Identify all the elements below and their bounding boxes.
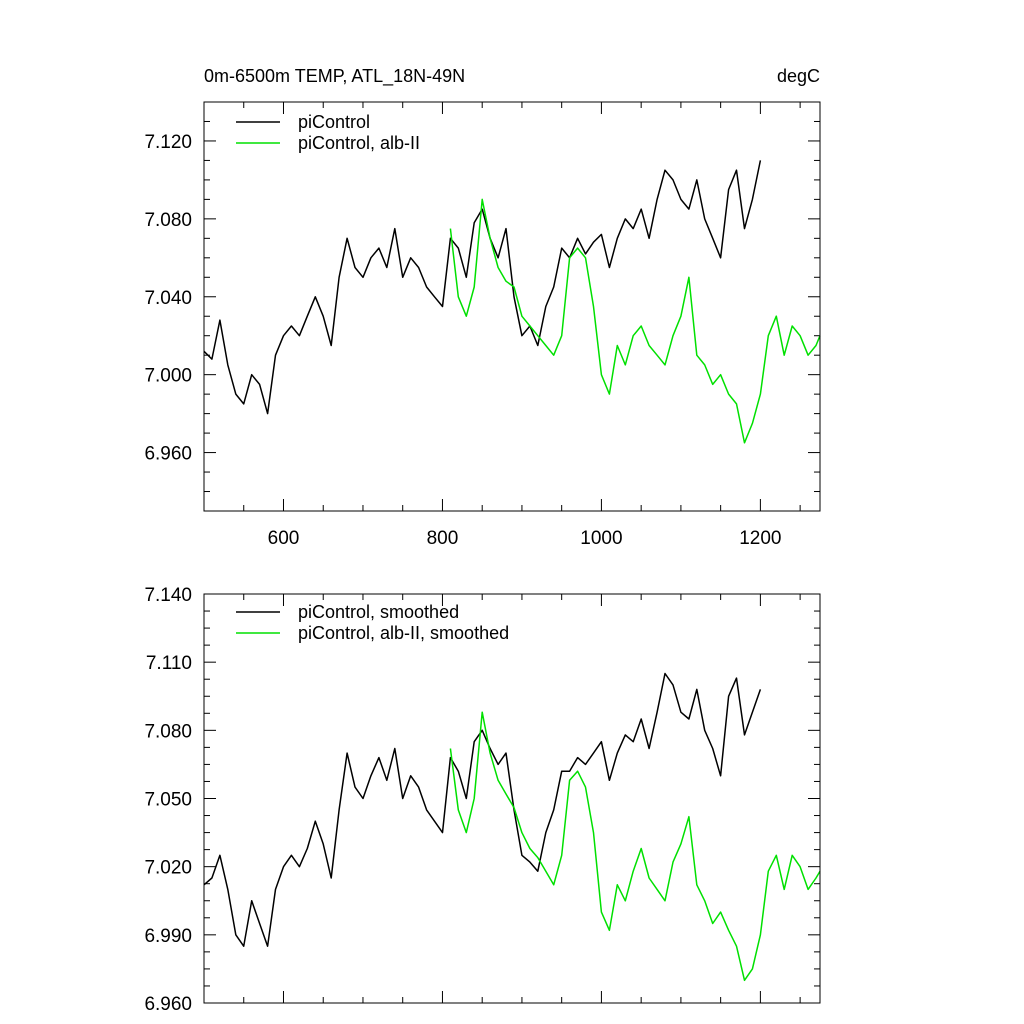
- top-panel: 0m-6500m TEMP, ATL_18N-49N degC 600 800 10…: [144, 66, 821, 549]
- bottom-panel-legend: piControl, smoothed piControl, alb-II, s…: [236, 602, 509, 643]
- y-tick-label: 7.110: [146, 653, 192, 674]
- y-tick-label: 7.050: [144, 790, 192, 811]
- x-tick-label: 1000: [580, 528, 622, 549]
- series-line-picontrol: [203, 160, 762, 415]
- bottom-panel-series: [203, 672, 821, 982]
- top-panel-ticks: [203, 101, 820, 512]
- series-line-picontrol-smoothed: [203, 672, 762, 947]
- y-tick-label: 7.080: [144, 721, 192, 742]
- legend-label-picontrol-alb-ii: piControl, alb-II: [298, 133, 420, 153]
- top-panel-units: degC: [777, 66, 820, 86]
- y-tick-label: 7.040: [144, 288, 192, 309]
- legend-label-picontrol-alb-ii-smoothed: piControl, alb-II, smoothed: [298, 623, 509, 643]
- top-panel-series: [203, 160, 821, 444]
- legend-label-picontrol: piControl: [298, 112, 370, 132]
- bottom-panel-frame: [203, 593, 821, 1004]
- y-tick-label: 7.120: [144, 132, 192, 153]
- top-panel-title: 0m-6500m TEMP, ATL_18N-49N: [204, 66, 465, 87]
- y-tick-label: 7.140: [144, 585, 192, 606]
- y-tick-label: 6.960: [144, 994, 192, 1015]
- x-tick-label: 1200: [739, 528, 781, 549]
- y-tick-label: 7.080: [144, 210, 192, 231]
- x-tick-label: 800: [427, 528, 459, 549]
- y-tick-label: 6.960: [144, 444, 192, 465]
- bottom-panel: 6.960 6.990 7.020 7.050 7.080 7.110 7.140 piCo…: [144, 585, 821, 1015]
- y-tick-label: 6.990: [144, 926, 192, 947]
- top-panel-legend: piControl piControl, alb-II: [236, 112, 420, 153]
- series-line-picontrol-alb-ii-smoothed: [449, 711, 821, 982]
- x-tick-label: 600: [268, 528, 300, 549]
- top-panel-tick-labels: 600 800 1000 1200 6.960 7.000 7.040 7.080 7.120: [144, 132, 781, 549]
- bottom-panel-tick-labels: 6.960 6.990 7.020 7.050 7.080 7.110 7.140: [144, 585, 192, 1015]
- top-panel-frame: [203, 101, 821, 512]
- y-tick-label: 7.020: [144, 858, 192, 879]
- series-line-picontrol-alb-ii: [449, 198, 821, 444]
- legend-label-picontrol-smoothed: piControl, smoothed: [298, 602, 459, 622]
- y-tick-label: 7.000: [144, 366, 192, 387]
